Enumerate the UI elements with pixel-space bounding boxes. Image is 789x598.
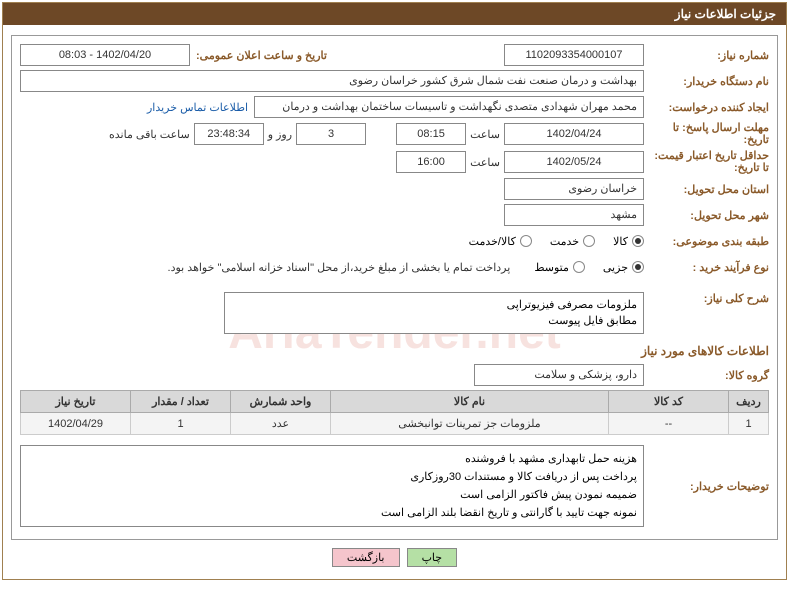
description-line-2: مطابق فایل پیوست bbox=[231, 313, 637, 329]
main-panel: جزئیات اطلاعات نیاز AriaTender.net شماره… bbox=[2, 2, 787, 580]
goods-section-title: اطلاعات کالاهای مورد نیاز bbox=[20, 344, 769, 358]
radio-service-label: خدمت bbox=[550, 235, 579, 248]
goods-table: ردیف کد کالا نام کالا واحد شمارش تعداد /… bbox=[20, 390, 769, 435]
radio-goods-label: کالا bbox=[613, 235, 628, 248]
need-number-value: 1102093354000107 bbox=[504, 44, 644, 66]
buyer-notes-box: هزینه حمل تابهداری مشهد با فروشنده پرداخ… bbox=[20, 445, 644, 527]
days-and-label: روز و bbox=[264, 128, 296, 141]
td-date: 1402/04/29 bbox=[21, 413, 131, 435]
goods-group-value: دارو، پزشکی و سلامت bbox=[474, 364, 644, 386]
remaining-time: 23:48:34 bbox=[194, 123, 264, 145]
th-idx: ردیف bbox=[729, 391, 769, 413]
requester-value: محمد مهران شهدادی متصدی نگهداشت و تاسیسا… bbox=[254, 96, 644, 118]
row-buyer-notes: توضیحات خریدار: هزینه حمل تابهداری مشهد … bbox=[20, 445, 769, 527]
row-buyer-org: نام دستگاه خریدار: بهداشت و درمان صنعت ن… bbox=[20, 70, 769, 92]
row-validity: حداقل تاریخ اعتبار قیمت: تا تاریخ: 1402/… bbox=[20, 150, 769, 174]
th-name: نام کالا bbox=[331, 391, 609, 413]
time-label-1: ساعت bbox=[466, 128, 504, 141]
description-box: ملزومات مصرفی فیزیوتراپی مطابق فایل پیوس… bbox=[224, 292, 644, 334]
announce-label: تاریخ و ساعت اعلان عمومی: bbox=[190, 49, 327, 62]
city-value: مشهد bbox=[504, 204, 644, 226]
notes-line-2: پرداخت پس از دریافت کالا و مستندات 30روز… bbox=[27, 468, 637, 486]
payment-note: پرداخت تمام یا بخشی از مبلغ خرید،از محل … bbox=[164, 261, 515, 274]
radio-icon bbox=[583, 235, 595, 247]
category-radio-group: کالا خدمت کالا/خدمت bbox=[469, 235, 644, 248]
category-label: طبقه بندی موضوعی: bbox=[644, 235, 769, 248]
deadline-label: مهلت ارسال پاسخ: تا تاریخ: bbox=[644, 122, 769, 146]
validity-time: 16:00 bbox=[396, 151, 466, 173]
panel-header: جزئیات اطلاعات نیاز bbox=[3, 3, 786, 25]
city-label: شهر محل تحویل: bbox=[644, 209, 769, 222]
process-label: نوع فرآیند خرید : bbox=[644, 261, 769, 274]
td-unit: عدد bbox=[231, 413, 331, 435]
buyer-org-label: نام دستگاه خریدار: bbox=[644, 75, 769, 88]
need-number-label: شماره نیاز: bbox=[644, 49, 769, 62]
announce-value: 1402/04/20 - 08:03 bbox=[20, 44, 190, 66]
form-frame: شماره نیاز: 1102093354000107 تاریخ و ساع… bbox=[11, 35, 778, 540]
button-row: چاپ بازگشت bbox=[11, 540, 778, 569]
description-label: شرح کلی نیاز: bbox=[644, 292, 769, 305]
row-process: نوع فرآیند خرید : جزیی متوسط پرداخت تمام… bbox=[20, 256, 769, 278]
validity-label: حداقل تاریخ اعتبار قیمت: تا تاریخ: bbox=[644, 150, 769, 174]
th-unit: واحد شمارش bbox=[231, 391, 331, 413]
radio-goods-service[interactable]: کالا/خدمت bbox=[469, 235, 532, 248]
remaining-label: ساعت باقی مانده bbox=[105, 128, 194, 141]
row-requester: ایجاد کننده درخواست: محمد مهران شهدادی م… bbox=[20, 96, 769, 118]
th-qty: تعداد / مقدار bbox=[131, 391, 231, 413]
row-need-number: شماره نیاز: 1102093354000107 تاریخ و ساع… bbox=[20, 44, 769, 66]
row-description: شرح کلی نیاز: ملزومات مصرفی فیزیوتراپی م… bbox=[20, 292, 769, 334]
row-deadline: مهلت ارسال پاسخ: تا تاریخ: 1402/04/24 سا… bbox=[20, 122, 769, 146]
panel-body: AriaTender.net شماره نیاز: 1102093354000… bbox=[3, 25, 786, 579]
radio-icon bbox=[520, 235, 532, 247]
print-button[interactable]: چاپ bbox=[407, 548, 458, 567]
th-code: کد کالا bbox=[609, 391, 729, 413]
row-province: استان محل تحویل: خراسان رضوی bbox=[20, 178, 769, 200]
process-radio-group: جزیی متوسط bbox=[534, 261, 644, 274]
province-value: خراسان رضوی bbox=[504, 178, 644, 200]
th-date: تاریخ نیاز bbox=[21, 391, 131, 413]
table-row: 1 -- ملزومات جز تمرینات توانبخشی عدد 1 1… bbox=[21, 413, 769, 435]
td-qty: 1 bbox=[131, 413, 231, 435]
description-line-1: ملزومات مصرفی فیزیوتراپی bbox=[231, 297, 637, 313]
notes-line-3: ضمیمه نمودن پیش فاکتور الزامی است bbox=[27, 486, 637, 504]
notes-line-1: هزینه حمل تابهداری مشهد با فروشنده bbox=[27, 450, 637, 468]
buyer-notes-label: توضیحات خریدار: bbox=[644, 480, 769, 493]
buyer-org-value: بهداشت و درمان صنعت نفت شمال شرق کشور خر… bbox=[20, 70, 644, 92]
radio-goods[interactable]: کالا bbox=[613, 235, 644, 248]
radio-medium-label: متوسط bbox=[534, 261, 569, 274]
time-label-2: ساعت bbox=[466, 156, 504, 169]
deadline-date: 1402/04/24 bbox=[504, 123, 644, 145]
row-city: شهر محل تحویل: مشهد bbox=[20, 204, 769, 226]
province-label: استان محل تحویل: bbox=[644, 183, 769, 196]
radio-icon bbox=[632, 235, 644, 247]
row-category: طبقه بندی موضوعی: کالا خدمت کالا/خدمت bbox=[20, 230, 769, 252]
radio-goods-service-label: کالا/خدمت bbox=[469, 235, 516, 248]
td-idx: 1 bbox=[729, 413, 769, 435]
remaining-days: 3 bbox=[296, 123, 366, 145]
table-header-row: ردیف کد کالا نام کالا واحد شمارش تعداد /… bbox=[21, 391, 769, 413]
radio-icon bbox=[632, 261, 644, 273]
goods-group-label: گروه کالا: bbox=[644, 369, 769, 382]
radio-service[interactable]: خدمت bbox=[550, 235, 595, 248]
notes-line-4: نمونه جهت تایید با گارانتی و تاریخ انقضا… bbox=[27, 504, 637, 522]
td-name: ملزومات جز تمرینات توانبخشی bbox=[331, 413, 609, 435]
requester-label: ایجاد کننده درخواست: bbox=[644, 101, 769, 114]
panel-title: جزئیات اطلاعات نیاز bbox=[675, 7, 776, 21]
radio-partial-label: جزیی bbox=[603, 261, 628, 274]
td-code: -- bbox=[609, 413, 729, 435]
back-button[interactable]: بازگشت bbox=[332, 548, 400, 567]
radio-medium[interactable]: متوسط bbox=[534, 261, 585, 274]
radio-partial[interactable]: جزیی bbox=[603, 261, 644, 274]
contact-link[interactable]: اطلاعات تماس خریدار bbox=[147, 101, 254, 114]
validity-date: 1402/05/24 bbox=[504, 151, 644, 173]
row-goods-group: گروه کالا: دارو، پزشکی و سلامت bbox=[20, 364, 769, 386]
radio-icon bbox=[573, 261, 585, 273]
deadline-time: 08:15 bbox=[396, 123, 466, 145]
